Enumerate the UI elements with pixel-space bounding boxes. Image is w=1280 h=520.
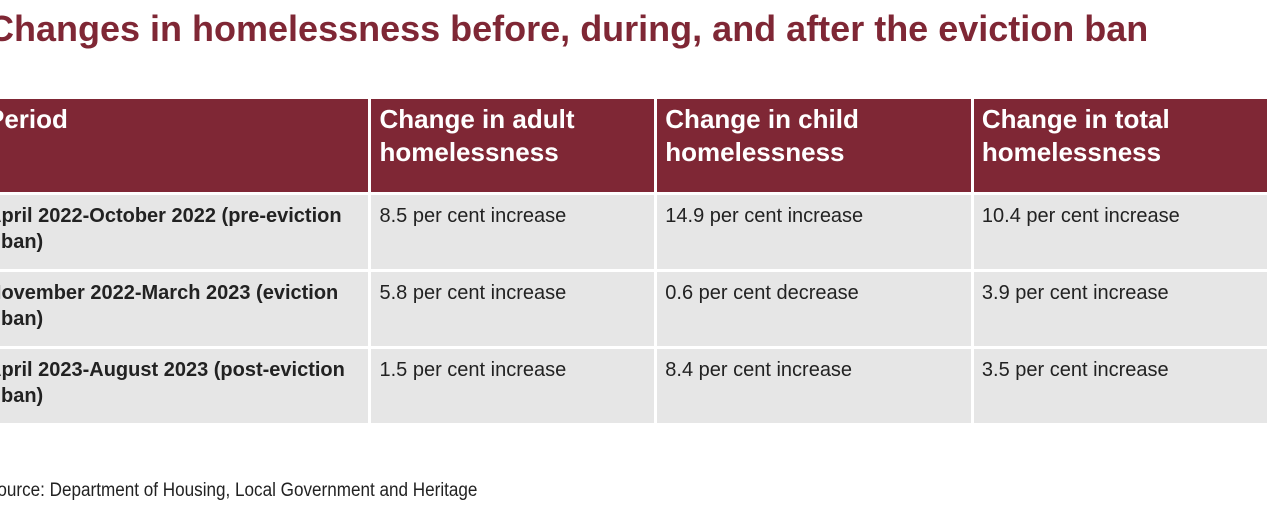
homelessness-table: Period Change in adult homelessness Chan… (0, 96, 1270, 426)
child-change-cell: 8.4 per cent increase (657, 349, 971, 423)
table-header-row: Period Change in adult homelessness Chan… (0, 99, 1267, 192)
period-cell: April 2022-October 2022 (pre-eviction ba… (0, 195, 369, 269)
child-change-cell: 14.9 per cent increase (657, 195, 971, 269)
source-note: Source: Department of Housing, Local Gov… (0, 480, 478, 501)
table-row: November 2022-March 2023 (eviction ban) … (0, 272, 1267, 346)
adult-change-cell: 1.5 per cent increase (371, 349, 655, 423)
column-header-period: Period (0, 99, 369, 192)
column-header-adult: Change in adult homelessness (371, 99, 655, 192)
period-cell: November 2022-March 2023 (eviction ban) (0, 272, 369, 346)
period-cell: April 2023-August 2023 (post-eviction ba… (0, 349, 369, 423)
page-title: Changes in homelessness before, during, … (0, 8, 1149, 49)
adult-change-cell: 8.5 per cent increase (371, 195, 655, 269)
table-row: April 2022-October 2022 (pre-eviction ba… (0, 195, 1267, 269)
total-change-cell: 3.9 per cent increase (973, 272, 1267, 346)
adult-change-cell: 5.8 per cent increase (371, 272, 655, 346)
column-header-total: Change in total homelessness (973, 99, 1267, 192)
total-change-cell: 3.5 per cent increase (973, 349, 1267, 423)
column-header-child: Change in child homelessness (657, 99, 971, 192)
table-row: April 2023-August 2023 (post-eviction ba… (0, 349, 1267, 423)
total-change-cell: 10.4 per cent increase (973, 195, 1267, 269)
child-change-cell: 0.6 per cent decrease (657, 272, 971, 346)
